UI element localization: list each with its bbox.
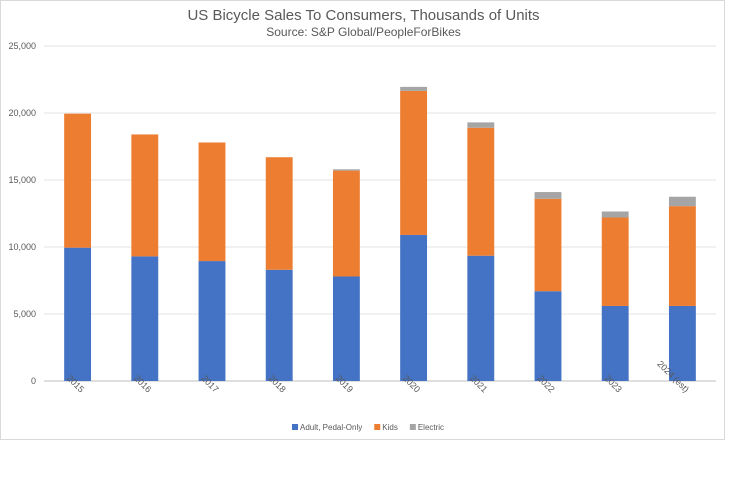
bar-segment: [265, 157, 293, 270]
bar-segment: [265, 269, 293, 381]
legend-label: Kids: [382, 423, 398, 432]
bar-segment: [601, 305, 629, 381]
y-tick-label: 15,000: [8, 175, 36, 185]
bar-segment: [467, 122, 495, 128]
y-tick-label: 5,000: [13, 309, 36, 319]
bar-segment: [534, 198, 562, 292]
bar-segment: [332, 276, 360, 381]
bar-segment: [198, 261, 226, 381]
bar-segment: [601, 217, 629, 306]
y-tick-label: 10,000: [8, 242, 36, 252]
y-axis-ticks: 0 5,000 10,000 15,000 20,000 25,000: [8, 41, 36, 386]
bar-segment: [400, 234, 428, 381]
legend-swatch: [374, 424, 381, 430]
y-tick-label: 20,000: [8, 108, 36, 118]
legend-swatch: [292, 424, 298, 430]
bar-segment: [467, 127, 495, 256]
bar-segment: [131, 256, 159, 381]
bar-segment: [601, 211, 629, 218]
bar-segment: [668, 196, 696, 207]
y-tick-label: 0: [31, 376, 36, 386]
bar-segment: [400, 86, 428, 91]
bar-segment: [534, 291, 562, 381]
y-tick-label: 25,000: [8, 41, 36, 51]
chart-subtitle: Source: S&P Global/PeopleForBikes: [266, 25, 461, 39]
legend-swatch: [409, 424, 416, 430]
bar-segment: [467, 255, 495, 381]
chart-title: US Bicycle Sales To Consumers, Thousands…: [187, 7, 540, 24]
bar-segment: [64, 113, 92, 248]
legend-label: Adult, Pedal-Only: [300, 423, 362, 432]
bar-segment: [198, 142, 226, 262]
legend: Adult, Pedal-Only Kids Electric: [292, 423, 444, 432]
bar-segment: [668, 206, 696, 306]
bar-segment: [534, 192, 562, 199]
bar-segment: [131, 134, 159, 257]
bar-segment: [332, 169, 360, 171]
x-axis-ticks: 2015 2016 2017 2018 2019 2020 2021 2022 2023 2024…: [65, 359, 691, 395]
bar-segment: [332, 170, 360, 277]
bar-segment: [400, 90, 428, 235]
bar-segment: [64, 247, 92, 381]
legend-label: Electric: [418, 423, 444, 432]
bars: [64, 86, 696, 381]
bar-segment: [668, 305, 696, 381]
